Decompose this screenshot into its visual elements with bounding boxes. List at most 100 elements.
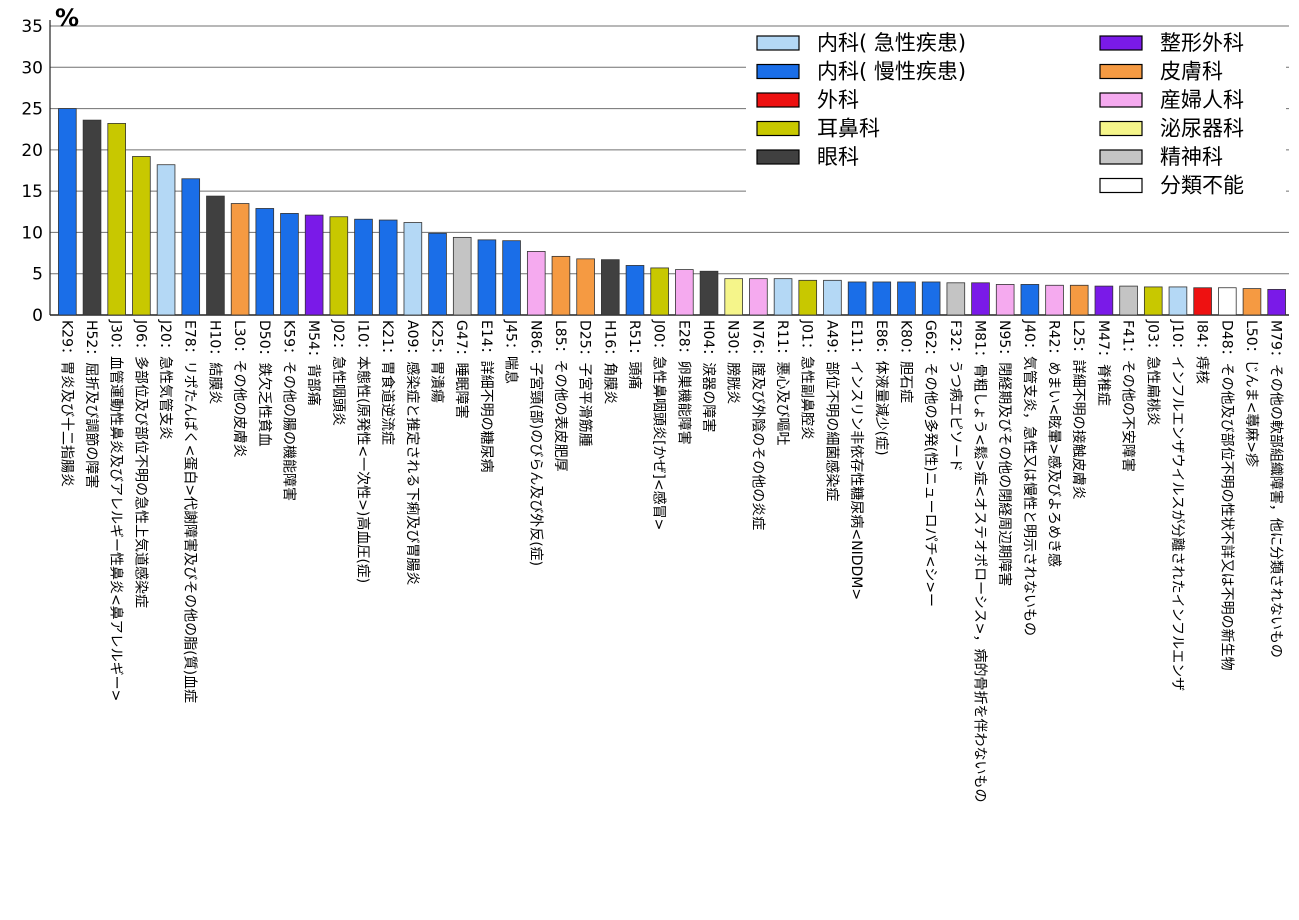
category-label: R42：めまい<眩暈>感及びよろめき感 [1046,320,1063,567]
category-label: L25：詳細不明の接触皮膚炎 [1070,320,1087,500]
bar [1069,284,1089,316]
bar [58,108,77,316]
bar [872,281,892,316]
category-label: J30：血管運動性鼻炎及びアレルギー性鼻炎<鼻アレルギー> [108,319,125,701]
bar [1193,287,1212,316]
category-label: K25：胃潰瘍 [429,320,446,403]
bar [206,195,225,316]
legend-label: 内科( 急性疾患) [817,31,966,55]
bar [675,269,694,316]
legend-label: 泌尿器科 [1160,117,1244,141]
bar [1267,288,1286,316]
bar [378,219,398,316]
category-label: J20：急性気管支炎 [157,319,173,440]
legend-swatch [756,63,800,80]
category-label: R51：頭痛 [626,320,643,390]
category-label: N76：腟及び外陰のその他の炎症 [749,320,765,530]
legend-swatch [1099,92,1143,108]
legend-swatch [1099,120,1143,137]
bar [1020,284,1040,316]
bar [1218,287,1237,316]
bar [551,255,571,316]
category-label: I84：痔核 [1194,320,1211,384]
category-label: E86：体液量減少(症) [873,320,890,456]
bar [280,213,299,316]
bar [601,259,620,316]
bar [156,164,176,316]
legend-swatch [756,120,800,137]
legend-label: 分類不能 [1160,174,1244,198]
category-label: H10：結膜炎 [206,320,222,404]
category-label: N86：子宮頸(部)のびらん及び外反(症) [527,320,543,566]
legend-swatch [1099,35,1143,51]
bar [971,282,990,316]
category-label: D48：その他及び部位不明の性状不詳又は不明の新生物 [1218,320,1234,671]
legend-label: 皮膚科 [1160,60,1223,84]
bar [477,239,497,316]
y-tick-label: 0 [32,306,43,326]
category-label: G47：睡眠障害 [453,320,469,419]
category-label: A49：部位不明の細菌感染症 [823,320,840,501]
bar [749,278,768,316]
bar [650,267,669,316]
legend-background [746,30,1286,210]
bar [847,281,867,316]
bar [502,240,521,316]
category-label: K80：胆石症 [897,320,913,403]
bars [58,108,1286,316]
bar [1045,284,1064,316]
bar [625,265,645,316]
category-label: K29：胃炎及び十二指腸炎 [58,320,74,487]
bar [699,270,719,316]
bar [181,178,201,316]
category-label: M79：その他の軟部組織障害，他に分類されないもの [1268,320,1284,658]
bar [526,251,546,316]
bar [1119,285,1138,316]
legend-swatch [756,149,800,165]
y-tick-label: 30 [21,58,43,78]
category-label: M81：骨粗しょう<鬆>症<オステオポローシス>，病的骨折を伴わないもの [972,320,988,803]
category-label: J40：気管支炎，急性又は慢性と明示されないもの [1021,319,1038,636]
bar [1242,288,1262,316]
bar [403,222,423,316]
legend-label: 眼科 [817,145,859,169]
bar [1168,286,1188,316]
y-tick-label: 20 [21,141,43,161]
bar [724,278,743,316]
category-label: M47：脊椎症 [1095,320,1111,406]
y-tick-label: 10 [21,223,43,243]
bar [576,258,595,316]
legend-swatch [1099,177,1143,194]
bar [823,279,842,316]
legend-swatch [1099,63,1143,80]
category-label: H52：屈折及び調節の障害 [83,320,100,488]
bar [1143,286,1163,316]
legend-label: 耳鼻科 [817,117,880,141]
bar [897,281,916,316]
category-label: J02：急性咽頭炎 [330,319,346,426]
bar [329,216,349,316]
category-label: E11：インスリン非依存性糖尿病<NIDDM> [848,320,864,600]
category-label: M54：背部痛 [305,320,322,406]
category-label: L85：その他の表皮肥厚 [552,320,568,472]
category-label: N30：膀胱炎 [725,320,742,404]
category-label: J06：多部位及び部位不明の急性上気道感染症 [132,319,149,608]
bar [230,203,250,316]
category-label: N95：閉経期及びその他の閉経周辺期障害 [996,320,1012,586]
bar [798,279,818,316]
category-labels: K29：胃炎及び十二指腸炎 H52：屈折及び調節の障害 J30：血管運動性鼻炎及びア… [58,319,1283,803]
category-label: R11：悪心及び嘔吐 [774,320,790,446]
category-label: L50：じんま<蕁麻>疹 [1243,320,1259,467]
category-label: H16：角膜炎 [601,320,617,404]
legend-swatch [756,92,800,108]
legend-label: 内科( 慢性疾患) [817,60,966,84]
category-label: J10：インフルエンザウイルスが分離されたインフルエンザ [1169,319,1186,691]
category-label: E28：卵巣機能障害 [675,320,691,445]
y-axis-ticks: 0 5 10 15 20 25 30 35 [21,17,43,326]
category-label: J45：喘息 [503,319,520,384]
bar [82,119,102,316]
category-label: A09：感染症と推定される下痢及び胃腸炎 [404,320,421,585]
category-label: E78：リポたんぱく<蛋白>代謝障害及びその他の脂(質)血症 [182,320,198,703]
bar [107,123,126,316]
